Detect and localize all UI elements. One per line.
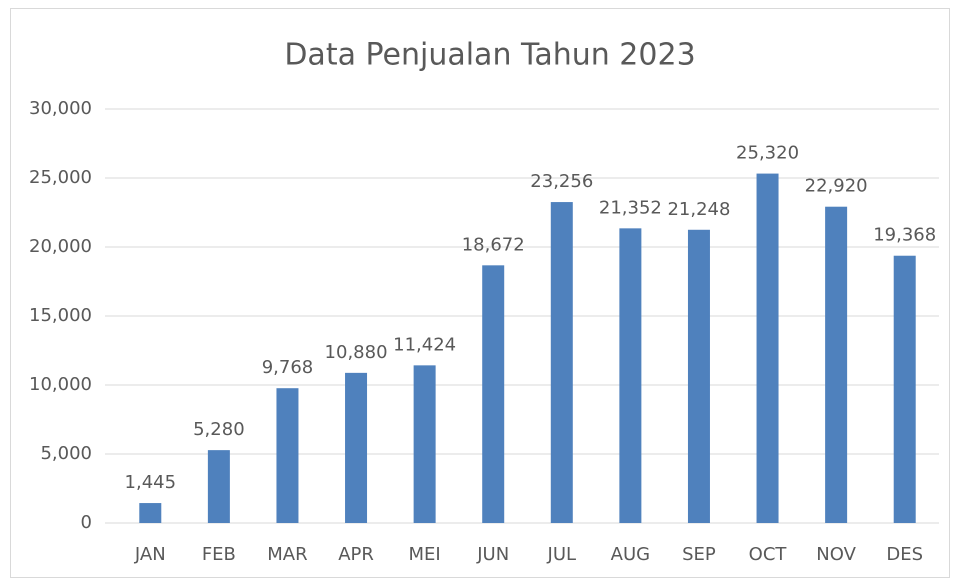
- y-tick-label: 5,000: [40, 443, 92, 464]
- data-label: 21,248: [667, 199, 730, 220]
- x-tick-label: NOV: [816, 544, 856, 565]
- x-tick-label: JUN: [476, 544, 509, 565]
- y-tick-label: 15,000: [29, 305, 92, 326]
- y-tick-label: 25,000: [29, 167, 92, 188]
- bar: [276, 388, 299, 523]
- bar: [550, 202, 573, 523]
- bar: [619, 228, 642, 523]
- y-tick-label: 20,000: [29, 236, 92, 257]
- x-tick-label: JAN: [134, 544, 166, 565]
- bar: [345, 372, 368, 523]
- data-label: 11,424: [393, 334, 456, 355]
- data-label: 25,320: [736, 143, 799, 164]
- bar: [139, 503, 162, 523]
- x-tick-label: MEI: [409, 544, 441, 565]
- y-tick-label: 0: [81, 512, 92, 533]
- y-tick-label: 30,000: [29, 98, 92, 119]
- bar: [825, 206, 848, 524]
- data-label: 18,672: [462, 234, 525, 255]
- x-tick-label: OCT: [749, 544, 788, 565]
- x-tick-label: SEP: [682, 544, 716, 565]
- bar: [413, 365, 436, 523]
- chart-title: Data Penjualan Tahun 2023: [284, 38, 695, 73]
- data-label: 21,352: [599, 197, 662, 218]
- x-tick-label: MAR: [267, 544, 307, 565]
- x-tick-label: APR: [338, 544, 374, 565]
- bar: [756, 173, 779, 524]
- x-tick-label: FEB: [202, 544, 236, 565]
- data-label: 10,880: [325, 342, 388, 363]
- bar: [893, 255, 916, 523]
- chart-frame: [10, 8, 950, 578]
- y-tick-label: 10,000: [29, 374, 92, 395]
- data-label: 19,368: [873, 225, 936, 246]
- data-label: 9,768: [262, 357, 314, 378]
- data-label: 1,445: [125, 472, 177, 493]
- x-tick-label: AUG: [611, 544, 650, 565]
- bar: [207, 450, 230, 523]
- x-tick-label: JUL: [547, 544, 577, 565]
- bar: [687, 229, 710, 524]
- data-label: 22,920: [805, 176, 868, 197]
- data-label: 23,256: [530, 171, 593, 192]
- data-label: 5,280: [193, 419, 245, 440]
- bar: [482, 265, 505, 523]
- x-tick-label: DES: [886, 544, 923, 565]
